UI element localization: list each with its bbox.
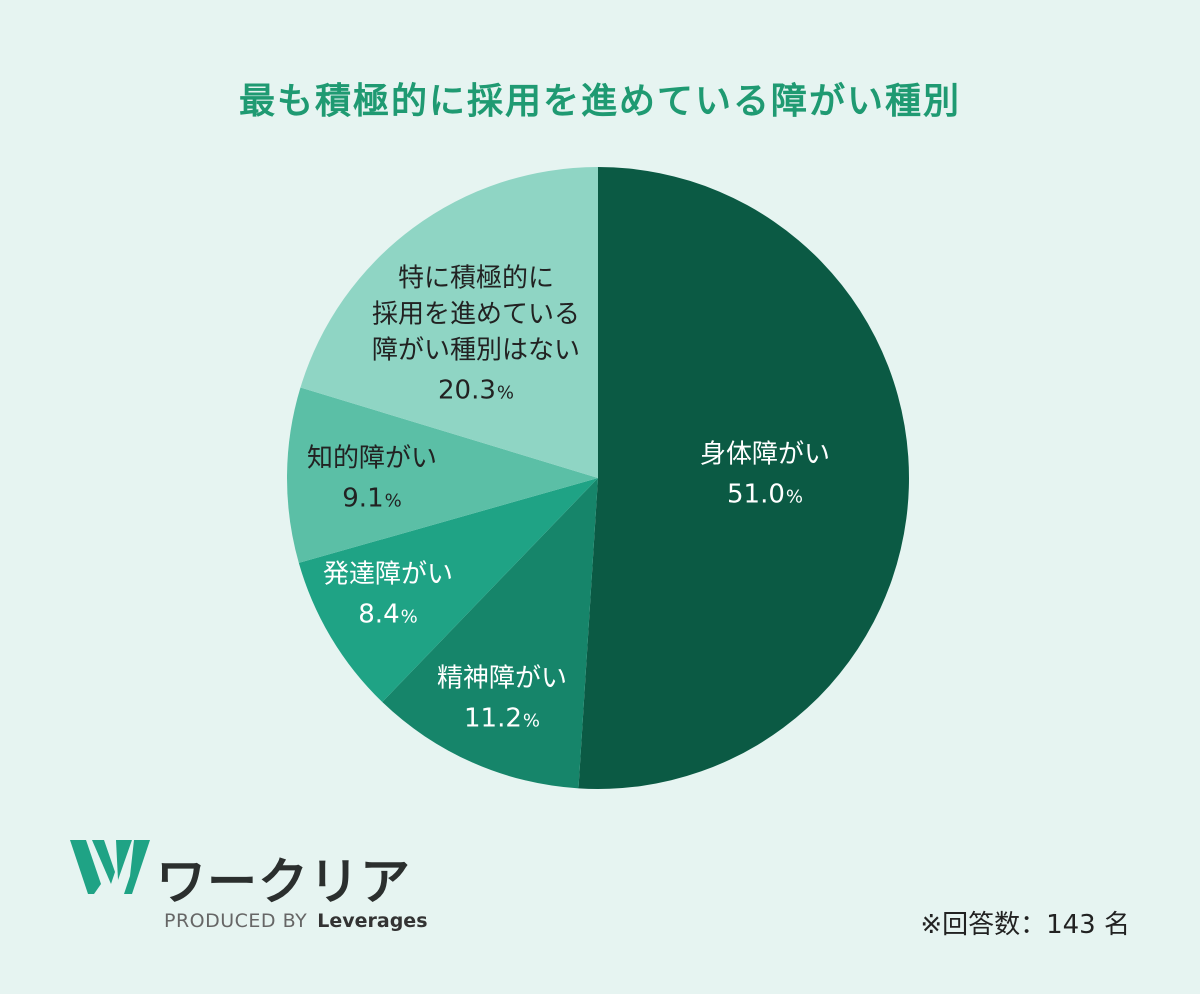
pie-slice — [578, 167, 910, 790]
pie-slice — [286, 387, 598, 563]
slice-label-name: 発達障がい — [322, 559, 454, 590]
pie-slice — [300, 167, 598, 478]
slice-label-value: 20.3% — [437, 375, 514, 406]
slice-label: 精神障がい 11.2% — [437, 661, 567, 740]
slice-label-name: 精神障がい — [436, 663, 568, 694]
slice-label-value: 9.1% — [342, 483, 402, 514]
slice-label-value: 11.2% — [463, 703, 540, 734]
slice-label-name: 特に積極的に 採用を進めている 障がい種別はない — [371, 263, 581, 366]
slice-label: 知的障がい 9.1% — [307, 441, 437, 520]
leverages-brand: Leverages — [317, 910, 428, 932]
logo-w-mark-icon — [70, 840, 150, 894]
slice-label-value: 51.0% — [726, 479, 803, 510]
chart-title: 最も積極的に採用を進めている障がい種別 — [238, 81, 961, 122]
slice-label-name: 身体障がい — [699, 439, 831, 470]
slice-label-value: 8.4% — [358, 599, 418, 630]
produced-by-text: PRODUCED BY — [164, 910, 308, 932]
pie-slice — [382, 478, 598, 789]
slice-label-name: 知的障がい — [306, 443, 438, 474]
logo-wordmark: ワークリア — [156, 853, 411, 911]
slice-label: 特に積極的に 採用を進めている 障がい種別はない 20.3% — [372, 261, 580, 412]
workclear-logo: ワークリア PRODUCED BY Leverages — [70, 838, 430, 938]
slice-label: 身体障がい 51.0% — [700, 437, 830, 516]
slice-label: 発達障がい 8.4% — [323, 557, 453, 636]
logo-byline: PRODUCED BY Leverages — [164, 910, 428, 932]
respondent-count-note: ※回答数：143 名 — [920, 910, 1130, 940]
pie-slice — [298, 478, 598, 703]
